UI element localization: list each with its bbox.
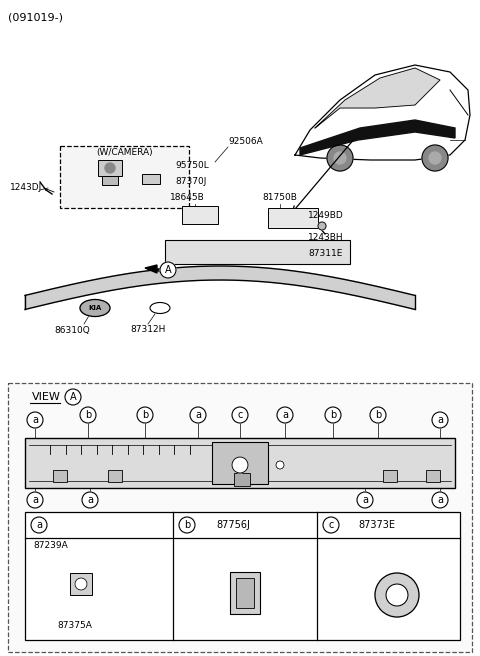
Text: 87756J: 87756J [216, 520, 250, 530]
FancyBboxPatch shape [25, 438, 455, 488]
Circle shape [370, 407, 386, 423]
Circle shape [65, 389, 81, 405]
Text: 81750B: 81750B [262, 194, 297, 203]
FancyBboxPatch shape [8, 383, 472, 652]
Text: 92506A: 92506A [228, 138, 263, 146]
Polygon shape [145, 265, 157, 273]
Ellipse shape [80, 300, 110, 316]
FancyBboxPatch shape [165, 240, 350, 264]
FancyBboxPatch shape [98, 160, 122, 176]
Text: a: a [32, 495, 38, 505]
Circle shape [80, 407, 96, 423]
Polygon shape [315, 68, 440, 128]
FancyBboxPatch shape [102, 176, 118, 185]
FancyBboxPatch shape [108, 470, 122, 482]
Text: (091019-): (091019-) [8, 12, 63, 22]
Text: (W/CAMERA): (W/CAMERA) [96, 148, 153, 157]
Text: a: a [437, 495, 443, 505]
Text: 87312H: 87312H [130, 325, 166, 335]
Circle shape [375, 573, 419, 617]
Circle shape [105, 163, 115, 173]
Text: b: b [142, 410, 148, 420]
FancyBboxPatch shape [142, 174, 160, 184]
Text: KIA: KIA [88, 305, 102, 311]
Text: 87311E: 87311E [308, 249, 342, 258]
Circle shape [232, 457, 248, 473]
Circle shape [27, 492, 43, 508]
FancyBboxPatch shape [268, 208, 318, 228]
Text: c: c [328, 520, 334, 530]
FancyBboxPatch shape [70, 573, 92, 595]
Polygon shape [25, 266, 415, 310]
Text: a: a [195, 410, 201, 420]
FancyBboxPatch shape [53, 470, 67, 482]
Text: a: a [437, 415, 443, 425]
Text: a: a [32, 415, 38, 425]
FancyBboxPatch shape [230, 572, 260, 614]
Text: 87375A: 87375A [58, 621, 93, 630]
Circle shape [137, 407, 153, 423]
Text: VIEW: VIEW [32, 392, 61, 402]
Circle shape [334, 152, 346, 164]
Circle shape [82, 492, 98, 508]
Circle shape [27, 412, 43, 428]
Circle shape [357, 492, 373, 508]
Circle shape [327, 145, 353, 171]
Circle shape [318, 222, 326, 230]
FancyBboxPatch shape [236, 578, 254, 608]
Text: 87239A: 87239A [33, 541, 68, 550]
Text: b: b [375, 410, 381, 420]
Text: 1243BH: 1243BH [308, 234, 344, 243]
Text: 1243DJ: 1243DJ [10, 184, 42, 192]
Text: a: a [36, 520, 42, 530]
Text: 87370J: 87370J [175, 178, 206, 186]
FancyBboxPatch shape [383, 470, 397, 482]
Text: A: A [70, 392, 76, 402]
Text: c: c [237, 410, 243, 420]
Circle shape [432, 412, 448, 428]
Text: 95750L: 95750L [175, 161, 209, 169]
Circle shape [190, 407, 206, 423]
Text: b: b [85, 410, 91, 420]
Circle shape [277, 407, 293, 423]
Circle shape [75, 578, 87, 590]
Circle shape [232, 407, 248, 423]
Text: a: a [282, 410, 288, 420]
Text: 1249BD: 1249BD [308, 211, 344, 220]
Circle shape [422, 145, 448, 171]
Circle shape [160, 262, 176, 278]
Circle shape [179, 517, 195, 533]
Circle shape [432, 492, 448, 508]
FancyBboxPatch shape [25, 512, 460, 640]
Text: b: b [330, 410, 336, 420]
Circle shape [325, 407, 341, 423]
Circle shape [323, 517, 339, 533]
Text: a: a [362, 495, 368, 505]
Text: 86310Q: 86310Q [54, 325, 90, 335]
Text: 18645B: 18645B [170, 194, 205, 203]
Text: b: b [184, 520, 190, 530]
Polygon shape [300, 120, 455, 155]
Circle shape [386, 584, 408, 606]
Text: 87373E: 87373E [359, 520, 396, 530]
Circle shape [276, 461, 284, 469]
Circle shape [429, 152, 441, 164]
FancyBboxPatch shape [60, 146, 189, 208]
Text: A: A [165, 265, 171, 275]
Text: a: a [87, 495, 93, 505]
FancyBboxPatch shape [426, 470, 440, 482]
Circle shape [31, 517, 47, 533]
FancyBboxPatch shape [212, 442, 268, 484]
FancyBboxPatch shape [234, 473, 250, 486]
FancyBboxPatch shape [182, 206, 218, 224]
